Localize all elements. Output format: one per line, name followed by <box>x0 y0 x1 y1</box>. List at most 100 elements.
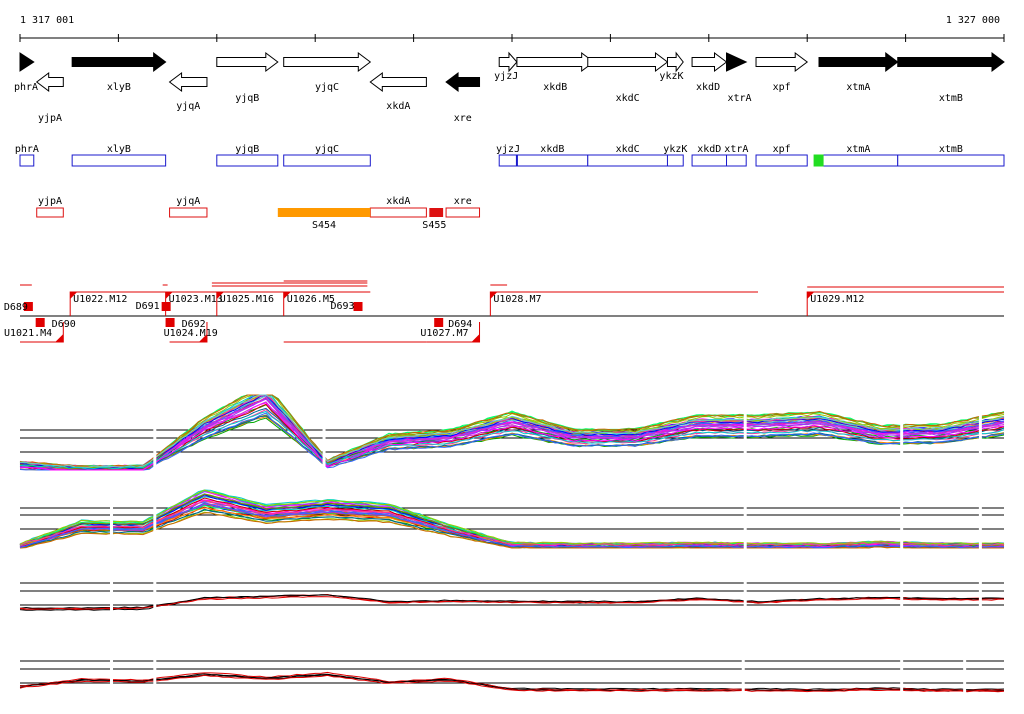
annotation-box-xkdC <box>587 154 668 167</box>
gene-arrow-xkdA <box>369 72 427 92</box>
tu-lower-end <box>55 334 64 342</box>
gene-label-yjqC: yjqC <box>315 82 339 93</box>
gene-label-xlyB: xlyB <box>107 82 131 93</box>
profile-gap <box>963 648 967 694</box>
gene-arrow-xtrA <box>726 52 748 72</box>
annotation-box-xpf <box>755 154 808 167</box>
profile-series-line <box>19 512 1004 549</box>
annotation-label-yjqA: yjqA <box>176 196 200 207</box>
profile-panel-minus-strand-conditions <box>19 488 1005 550</box>
annotation-label-ykzK: ykzK <box>663 144 687 155</box>
tu-label-U1021.M4: U1021.M4 <box>4 328 52 339</box>
profile-series-line <box>19 499 1005 546</box>
ruler-end-label: 1 327 000 <box>946 15 1000 26</box>
annotation-label-xkdB: xkdB <box>540 144 564 155</box>
downshift-marker-D689 <box>23 302 33 311</box>
profile-gap <box>743 393 747 472</box>
gene-arrow-xkdD <box>691 52 728 72</box>
profile-gap <box>978 568 982 614</box>
annotation-box-xtmB <box>897 154 1005 167</box>
gene-arrow-yjpA <box>35 71 64 93</box>
site-label-S455: S455 <box>422 220 446 231</box>
tu-label-U1022.M12: U1022.M12 <box>73 294 127 305</box>
gene-arrow-xtmB <box>897 52 1005 72</box>
profile-panel-minus-strand-summary <box>19 648 1005 694</box>
gene-arrow-yjqB <box>216 52 279 72</box>
tu-upper-start <box>165 292 173 299</box>
profile-series-line <box>19 503 1005 549</box>
gene-label-yjqB: yjqB <box>235 93 259 104</box>
gene-arrow-yjqA <box>168 72 208 92</box>
gene-arrow-xre <box>445 72 481 92</box>
profile-gap <box>153 648 157 694</box>
profile-gap <box>978 393 982 472</box>
annotation-label-xlyB: xlyB <box>107 144 131 155</box>
annotation-box-xkdB <box>516 154 589 167</box>
profile-series-line <box>19 594 1005 609</box>
annotation-track-plus: phrA xlyB yjqB yjqC yjzJ xkdB xkdC ykzK xkdD xtrA… <box>15 144 1005 167</box>
annotation-box-xtmA <box>818 154 899 167</box>
site-track: S454 S455 <box>277 208 446 231</box>
gene-arrow-yjzJ <box>498 51 518 73</box>
profile-gap <box>743 488 747 550</box>
downshift-marker-D692 <box>165 318 175 327</box>
downshift-marker-D694 <box>434 318 444 327</box>
tu-label-U1023.M13: U1023.M13 <box>169 294 223 305</box>
tu-upper-start <box>490 292 498 299</box>
tu-label-U1027.M7: U1027.M7 <box>420 328 468 339</box>
annotation-label-xkdD: xkdD <box>697 144 721 155</box>
tu-upper-start <box>283 292 291 299</box>
annotation-label-xkdC: xkdC <box>616 144 640 155</box>
downshift-marker-D691 <box>161 302 171 311</box>
profile-series-line <box>19 499 1005 548</box>
annotation-label-yjqC: yjqC <box>315 144 339 155</box>
tu-upper-start <box>807 292 815 299</box>
annotation-label-xre: xre <box>454 196 472 207</box>
gene-label-yjqA: yjqA <box>176 101 200 112</box>
annotation-box-xlyB <box>71 154 167 167</box>
profile-gap <box>743 568 747 614</box>
gene-label-xpf: xpf <box>773 82 791 93</box>
profile-series-line <box>20 394 1005 470</box>
gene-arrow-xpf <box>755 52 809 72</box>
gene-arrow-phrA <box>19 52 35 72</box>
profile-series-line <box>19 489 1005 545</box>
gene-label-phrA: phrA <box>14 82 38 93</box>
downshift-label-D690: D690 <box>52 319 76 330</box>
annotation-label-xtmA: xtmA <box>846 144 870 155</box>
annotation-label-yjpA: yjpA <box>38 196 62 207</box>
tu-upper-start <box>216 292 224 299</box>
coordinate-ruler: 1 317 001 1 327 000 <box>19 15 1005 42</box>
gene-label-xkdC: xkdC <box>616 93 640 104</box>
profile-gap <box>110 488 114 550</box>
gene-label-xkdB: xkdB <box>543 82 567 93</box>
tu-label-U1026.M5: U1026.M5 <box>287 294 335 305</box>
site-box-S454 <box>277 208 371 217</box>
downshift-label-D691: D691 <box>136 301 160 312</box>
annotation-track-minus: yjpA yjqA xkdA xre <box>36 196 481 218</box>
annotation-box-xtrA <box>726 154 747 167</box>
annotation-label-xtmB: xtmB <box>939 144 963 155</box>
annotation-label-yjzJ: yjzJ <box>496 144 520 155</box>
gene-arrow-ykzK <box>666 51 684 73</box>
annotation-label-xpf: xpf <box>773 144 791 155</box>
green-marker <box>813 154 824 167</box>
profile-gap <box>110 648 114 694</box>
profile-gap <box>900 488 904 550</box>
gene-label-ykzK: ykzK <box>659 71 683 82</box>
profile-gap <box>322 393 326 472</box>
tu-label-U1025.M16: U1025.M16 <box>220 294 274 305</box>
tu-label-U1024.M19: U1024.M19 <box>164 328 218 339</box>
profile-series-line <box>19 674 1005 693</box>
gene-label-yjpA: yjpA <box>38 113 62 124</box>
profile-gap <box>900 568 904 614</box>
site-box-S455 <box>429 208 444 217</box>
tu-lower-end <box>471 334 480 342</box>
profile-series-line <box>19 596 1005 610</box>
annotation-label-yjqB: yjqB <box>235 144 259 155</box>
gene-track: phrA yjpA xlyB yjqA yjqB yjqC xkdA xre yjzJ xkdB x… <box>14 51 1005 124</box>
profile-series-line <box>19 394 1005 468</box>
profile-series-line <box>19 412 1005 471</box>
profile-series-line <box>19 671 1005 692</box>
